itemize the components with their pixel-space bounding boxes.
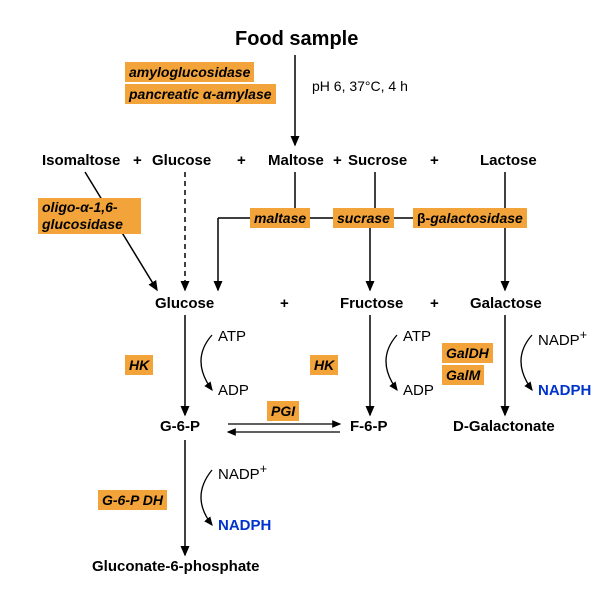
enzyme-oligo: oligo-α-1,6-glucosidase	[38, 198, 141, 234]
nadph-g6p: NADPH	[218, 517, 271, 534]
adp-1: ADP	[218, 382, 249, 399]
nadp-gal: NADP+	[538, 328, 587, 349]
glucose-mid: Glucose	[155, 295, 214, 312]
atp-1: ATP	[218, 328, 246, 345]
nadp-g6p: NADP+	[218, 462, 267, 483]
gluconate-6-phosphate: Gluconate-6-phosphate	[92, 558, 260, 575]
lactose: Lactose	[480, 152, 537, 169]
enzyme-hk-2: HK	[310, 355, 338, 375]
plus-4: +	[430, 152, 439, 169]
nadph-gal: NADPH	[538, 382, 591, 399]
adp-2: ADP	[403, 382, 434, 399]
enzyme-pgi: PGI	[267, 401, 299, 421]
plus-2: +	[237, 152, 246, 169]
enzyme-hk-1: HK	[125, 355, 153, 375]
enzyme-maltase: maltase	[250, 208, 310, 228]
atp-2: ATP	[403, 328, 431, 345]
enzyme-amyloglucosidase: amyloglucosidase	[125, 62, 254, 82]
g6p: G-6-P	[160, 418, 200, 435]
enzyme-galdh: GalDH	[442, 343, 493, 363]
conditions-label: pH 6, 37°C, 4 h	[312, 78, 408, 94]
plus-5: +	[280, 295, 289, 312]
glucose-top: Glucose	[152, 152, 211, 169]
galactose: Galactose	[470, 295, 542, 312]
enzyme-sucrase: sucrase	[333, 208, 394, 228]
plus-6: +	[430, 295, 439, 312]
fructose: Fructose	[340, 295, 403, 312]
enzyme-bgal: β-galactosidase	[413, 208, 527, 228]
plus-1: +	[133, 152, 142, 169]
maltose: Maltose	[268, 152, 324, 169]
f6p: F-6-P	[350, 418, 388, 435]
sucrose: Sucrose	[348, 152, 407, 169]
enzyme-g6pdh: G-6-P DH	[98, 490, 167, 510]
title-food-sample: Food sample	[235, 28, 358, 51]
enzyme-pancreatic-amylase: pancreatic α-amylase	[125, 84, 276, 104]
isomaltose: Isomaltose	[42, 152, 120, 169]
plus-3: +	[333, 152, 342, 169]
d-galactonate: D-Galactonate	[453, 418, 555, 435]
enzyme-galm: GalM	[442, 365, 484, 385]
